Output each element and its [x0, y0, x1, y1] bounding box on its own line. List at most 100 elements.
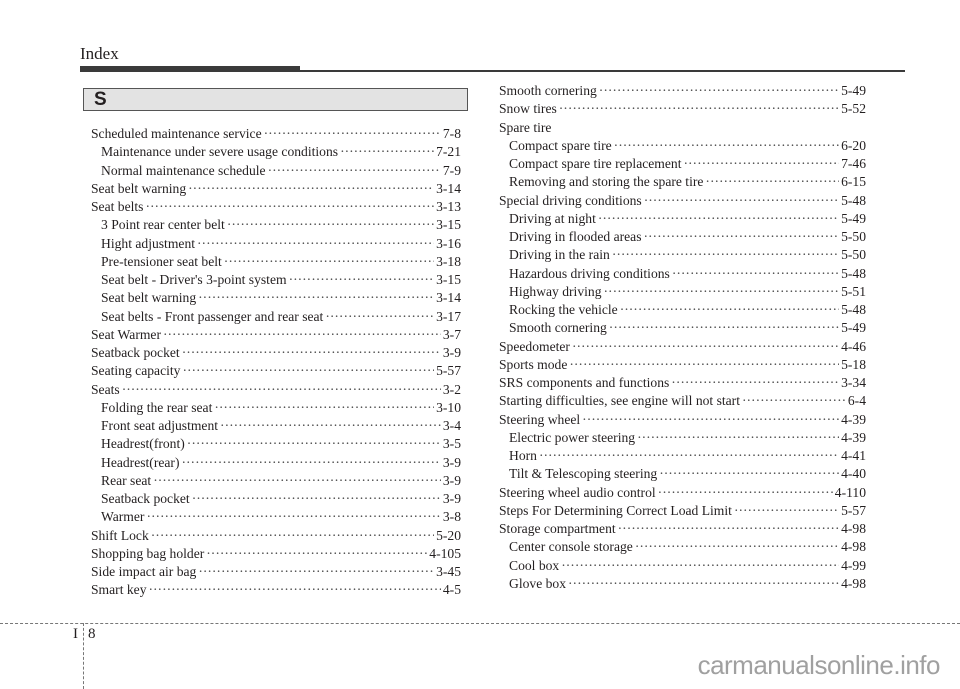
- entry-page: 3-2: [442, 381, 461, 397]
- dot-leader: [227, 216, 434, 234]
- entry-label: Shift Lock: [91, 527, 149, 543]
- dot-leader: [618, 520, 839, 538]
- index-entry: Snow tires 5-52: [499, 100, 866, 118]
- entry-page: 4-46: [841, 338, 866, 354]
- entry-label: Driving in flooded areas: [509, 229, 642, 244]
- dot-leader: [163, 326, 441, 344]
- index-entry: Steering wheel audio control 4-110: [499, 484, 866, 502]
- entry-page: 7-21: [436, 144, 461, 160]
- dot-leader: [187, 435, 441, 453]
- entry-page: 3-9: [442, 345, 461, 360]
- entry-page: 5-48: [841, 192, 866, 208]
- entry-label: Maintenance under severe usage condition…: [101, 144, 339, 160]
- entry-page: 3-15: [436, 272, 461, 287]
- dot-leader: [644, 228, 840, 246]
- entry-label: Smooth cornering: [499, 83, 597, 98]
- entry-label: Hight adjustment: [101, 235, 196, 251]
- entry-page: 3-14: [436, 290, 461, 306]
- entry-label: Horn: [509, 448, 537, 463]
- entry-page: 4-41: [841, 448, 866, 463]
- entry-page: 7-46: [841, 156, 866, 171]
- entry-label: Cool box: [509, 557, 560, 573]
- index-entry: Steps For Determining Correct Load Limit…: [499, 502, 866, 520]
- index-entry: Horn 4-41: [499, 447, 866, 465]
- entry-label: Steering wheel: [499, 411, 581, 427]
- entry-label: Steps For Determining Correct Load Limit: [499, 502, 732, 518]
- index-entry: Headrest(front) 3-5: [91, 435, 461, 453]
- entry-page: 5-49: [841, 210, 866, 226]
- dot-leader: [188, 180, 434, 198]
- dot-leader: [153, 472, 441, 490]
- dot-leader: [340, 143, 434, 161]
- index-entry: Sports mode 5-18: [499, 356, 866, 374]
- entry-page: 4-99: [841, 557, 866, 573]
- index-entry: Maintenance under severe usage condition…: [91, 143, 461, 161]
- index-entry: Folding the rear seat 3-10: [91, 399, 461, 417]
- entry-page: 5-50: [841, 229, 866, 244]
- entry-page: 3-18: [436, 253, 461, 269]
- entry-page: 7-8: [442, 126, 461, 141]
- footer-section: I: [73, 626, 78, 642]
- entry-label: Smart key: [91, 582, 147, 598]
- dot-leader: [582, 411, 839, 429]
- index-entry: Rear seat 3-9: [91, 472, 461, 490]
- dot-leader: [672, 265, 839, 283]
- entry-page: 5-18: [841, 356, 866, 372]
- dot-leader: [145, 198, 434, 216]
- dot-leader: [620, 301, 839, 319]
- dot-leader: [192, 490, 441, 508]
- entry-page: 4-110: [834, 484, 866, 500]
- dot-leader: [635, 538, 839, 556]
- entry-page: 5-49: [841, 83, 866, 98]
- dot-leader: [151, 527, 434, 545]
- index-entry: Compact spare tire 6-20: [499, 137, 866, 155]
- index-entry: Smart key 4-5: [91, 581, 461, 599]
- entry-label: Pre-tensioner seat belt: [101, 253, 222, 269]
- index-entry: Removing and storing the spare tire 6-15: [499, 173, 866, 191]
- entry-label: Electric power steering: [509, 429, 636, 445]
- index-entry: Glove box 4-98: [499, 575, 866, 593]
- entry-page: 4-40: [841, 466, 866, 482]
- dot-leader: [289, 271, 435, 289]
- entry-label: Center console storage: [509, 539, 633, 555]
- entry-page: 5-57: [841, 502, 866, 518]
- index-entry: Seatback pocket 3-9: [91, 490, 461, 508]
- entry-page: 4-39: [841, 429, 866, 445]
- entry-page: 3-16: [436, 235, 461, 251]
- entry-page: 3-34: [841, 375, 866, 390]
- entry-label: Highway driving: [509, 283, 602, 299]
- entry-label: Side impact air bag: [91, 564, 197, 579]
- entry-label: Headrest(rear): [101, 454, 180, 470]
- index-entry: Smooth cornering 5-49: [499, 82, 866, 100]
- entry-label: Removing and storing the spare tire: [509, 174, 704, 190]
- dot-leader: [206, 545, 427, 563]
- dot-leader: [671, 374, 839, 392]
- dot-leader: [146, 508, 440, 526]
- entry-page: 3-9: [442, 472, 461, 488]
- entry-page: 3-17: [436, 308, 461, 324]
- index-entry: Spare tire: [499, 119, 866, 137]
- dot-leader: [705, 173, 839, 191]
- dot-leader: [658, 484, 833, 502]
- dot-leader: [539, 447, 839, 465]
- entry-page: 5-51: [841, 283, 866, 299]
- entry-label: Speedometer: [499, 338, 570, 354]
- index-entry: Seats 3-2: [91, 381, 461, 399]
- index-entry: Driving at night 5-49: [499, 210, 866, 228]
- footer-divider: [0, 623, 960, 624]
- dot-leader: [659, 465, 839, 483]
- index-entry: Starting difficulties, see engine will n…: [499, 392, 866, 410]
- entry-label: Seat Warmer: [91, 326, 161, 342]
- index-entry: Shopping bag holder 4-105: [91, 545, 461, 563]
- entry-page: 6-4: [847, 393, 866, 409]
- entry-page: 6-15: [841, 174, 866, 190]
- dot-leader: [561, 557, 839, 575]
- dot-leader: [224, 253, 434, 271]
- entry-label: 3 Point rear center belt: [101, 217, 225, 233]
- entry-label: Warmer: [101, 509, 145, 525]
- entry-page: 7-9: [442, 162, 461, 178]
- entry-label: Rocking the vehicle: [509, 302, 618, 317]
- entry-label: SRS components and functions: [499, 375, 670, 390]
- dot-leader: [122, 381, 441, 399]
- entry-page: 5-50: [841, 247, 866, 263]
